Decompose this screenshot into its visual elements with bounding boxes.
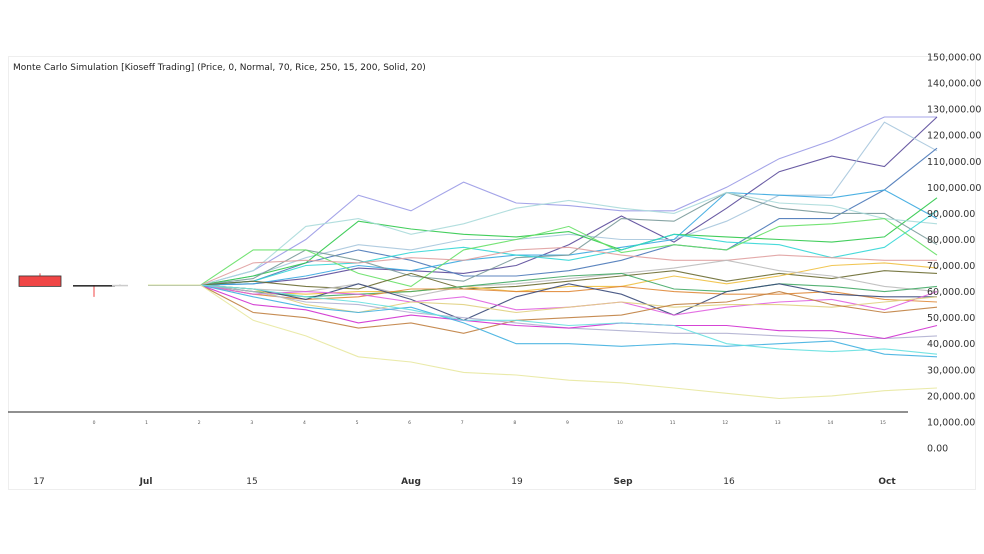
y-tick-label: 40,000.00 <box>927 339 975 350</box>
candle-body <box>18 275 62 287</box>
step-index-label: 9 <box>566 420 569 426</box>
y-tick-label: 20,000.00 <box>927 391 975 402</box>
y-tick-label: 130,000.00 <box>927 105 981 116</box>
simulation-path-24 <box>148 284 938 355</box>
simulation-path-11 <box>148 246 937 286</box>
y-tick-label: 50,000.00 <box>927 313 975 324</box>
step-index-label: 0 <box>93 420 96 426</box>
tick-labels: 150,000.00140,000.00130,000.00120,000.00… <box>33 53 981 488</box>
y-tick-label: 80,000.00 <box>927 235 975 246</box>
simulation-path-6 <box>148 197 938 286</box>
simulation-path-25 <box>148 284 938 400</box>
y-tick-label: 10,000.00 <box>927 417 975 428</box>
x-tick-label: Sep <box>613 477 633 487</box>
y-tick-label: 100,000.00 <box>927 183 981 194</box>
y-tick-label: 120,000.00 <box>927 131 981 142</box>
simulation-path-10 <box>148 218 938 287</box>
simulation-path-9 <box>148 210 938 286</box>
step-index-label: 7 <box>461 420 464 426</box>
simulation-path-14 <box>148 259 938 298</box>
x-tick-label: 15 <box>246 477 257 487</box>
step-index-label: 3 <box>250 420 253 426</box>
step-index-label: 2 <box>198 420 201 426</box>
simulation-path-12 <box>148 270 938 290</box>
y-tick-label: 30,000.00 <box>927 365 975 376</box>
y-tick-label: 70,000.00 <box>927 261 975 272</box>
chart-frame <box>8 56 976 490</box>
x-tick-label: 17 <box>33 477 44 487</box>
step-index-label: 1 <box>145 420 148 426</box>
x-tick-label: Aug <box>401 477 421 487</box>
x-tick-label: Jul <box>139 477 153 487</box>
x-tick-label: 19 <box>511 477 523 487</box>
simulation-path-8 <box>148 191 938 286</box>
y-tick-label: 140,000.00 <box>927 79 981 90</box>
candles <box>18 273 128 297</box>
y-tick-label: 60,000.00 <box>927 287 975 298</box>
candle-body <box>112 284 128 287</box>
step-index-label: 8 <box>513 420 516 426</box>
simulation-path-7 <box>148 191 938 286</box>
step-index-label: 13 <box>775 420 781 426</box>
simulation-path-3 <box>148 121 938 286</box>
step-index-label: 5 <box>356 420 359 426</box>
chart-title: Monte Carlo Simulation [Kioseff Trading]… <box>13 63 426 73</box>
x-tick-label: 16 <box>723 477 735 487</box>
simulation-path-23 <box>148 284 938 358</box>
simulation-path-20 <box>148 284 938 334</box>
y-tick-label: 150,000.00 <box>927 53 981 64</box>
simulation-paths <box>148 116 938 400</box>
step-index-label: 11 <box>670 420 676 426</box>
simulation-path-21 <box>148 284 938 340</box>
step-index-label: 15 <box>880 420 886 426</box>
simulation-path-17 <box>148 283 937 321</box>
simulation-path-5 <box>148 189 938 286</box>
simulation-path-4 <box>148 147 938 286</box>
simulation-path-22 <box>148 284 938 340</box>
step-index-label: 12 <box>722 420 728 426</box>
candle-body <box>73 285 115 287</box>
y-tick-label: 90,000.00 <box>927 209 975 220</box>
x-tick-label: Oct <box>878 477 896 487</box>
step-index-label: 14 <box>828 420 834 426</box>
step-index-label: 4 <box>303 420 306 426</box>
step-index-label: 10 <box>617 420 623 426</box>
y-tick-label: 0.00 <box>927 444 948 455</box>
step-index-label: 6 <box>408 420 411 426</box>
y-tick-label: 110,000.00 <box>927 157 981 168</box>
